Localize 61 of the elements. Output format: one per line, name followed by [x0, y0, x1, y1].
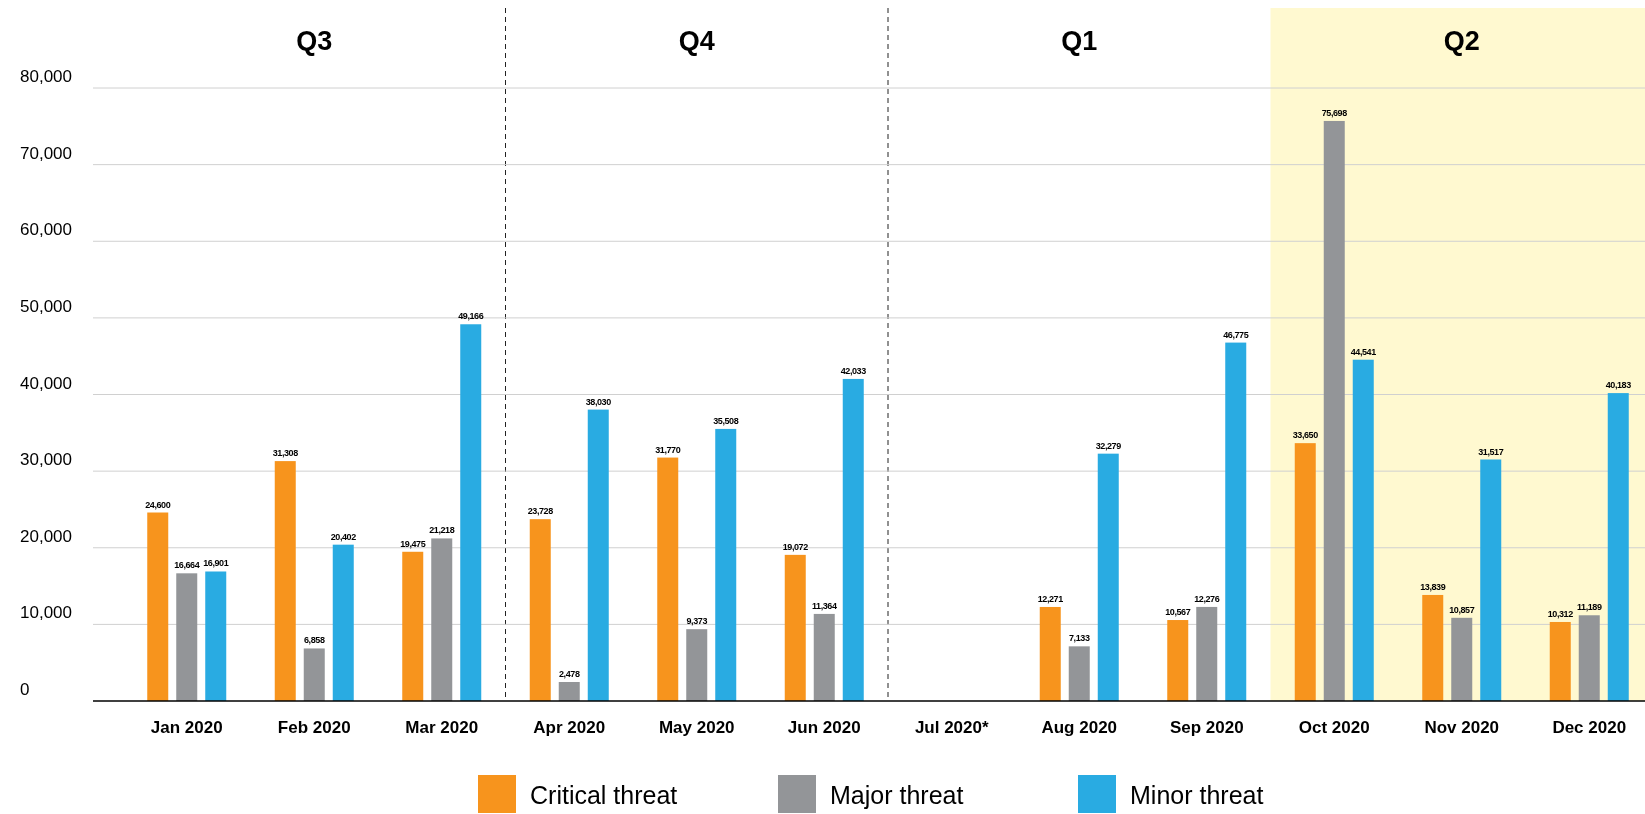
x-tick-label: Aug 2020	[1041, 718, 1118, 737]
data-label: 31,308	[272, 448, 299, 459]
text: Q3	[296, 26, 333, 56]
data-label: 32,279	[1095, 440, 1122, 451]
data-label: 75,698	[1321, 107, 1348, 118]
x-tick-label: Apr 2020	[533, 718, 606, 737]
data-label: 11,364	[811, 600, 837, 611]
data-label: 31,517	[1478, 446, 1504, 457]
band-label: Q2	[1443, 26, 1480, 56]
data-label: 10,312	[1547, 608, 1574, 619]
x-tick-label: Jun 2020	[787, 718, 861, 737]
data-label: 12,271	[1037, 593, 1064, 604]
data-label: 44,541	[1350, 346, 1377, 357]
x-tick-label: Feb 2020	[277, 718, 351, 737]
data-label: 38,030	[585, 396, 612, 407]
data-label: 35,508	[713, 415, 739, 426]
y-tick-label: 50,000	[20, 296, 72, 316]
y-tick-label: 20,000	[20, 526, 72, 546]
data-label: 9,373	[686, 616, 708, 627]
x-tick-label: Oct 2020	[1298, 718, 1370, 737]
y-tick-label: 30,000	[20, 450, 72, 470]
y-tick-label: 10,000	[20, 603, 72, 623]
data-label: 33,650	[1292, 430, 1319, 441]
data-label: 12,276	[1194, 593, 1220, 604]
x-tick-label: Sep 2020	[1169, 718, 1244, 737]
text: Q1	[1061, 26, 1098, 56]
x-tick-label: Jul 2020*	[914, 718, 989, 737]
data-label: 49,166	[458, 311, 484, 322]
data-label: 23,728	[527, 506, 554, 517]
x-tick-label: Nov 2020	[1424, 718, 1500, 737]
y-tick-label: 70,000	[20, 143, 72, 163]
x-tick-label: Dec 2020	[1552, 718, 1627, 737]
y-tick-label: 80,000	[20, 67, 72, 86]
data-label: 2,478	[558, 669, 580, 680]
x-tick-label: Mar 2020	[405, 718, 479, 737]
data-label: 11,189	[1576, 602, 1602, 613]
y-tick-label: 40,000	[20, 373, 72, 393]
x-tick-label: Jan 2020	[150, 718, 223, 737]
data-label: 46,775	[1223, 329, 1249, 340]
data-label: 19,475	[400, 538, 426, 549]
data-label: 24,600	[145, 499, 171, 510]
data-label: 7,133	[1068, 633, 1090, 644]
data-label: 6,858	[303, 635, 325, 646]
data-label: 13,839	[1420, 581, 1446, 592]
y-tick-label: 0	[20, 680, 30, 699]
legend-label: Major threat	[830, 781, 964, 809]
data-label: 40,183	[1605, 380, 1632, 391]
data-label: 10,567	[1165, 607, 1191, 618]
x-tick-label: May 2020	[658, 718, 735, 737]
text: Q4	[678, 26, 715, 56]
y-tick-label: 60,000	[20, 220, 72, 240]
data-label: 16,664	[174, 560, 200, 571]
data-label: 16,901	[203, 558, 229, 569]
data-label: 31,770	[655, 444, 681, 455]
data-label: 20,402	[330, 531, 357, 542]
data-label: 19,072	[782, 541, 809, 552]
data-label: 42,033	[840, 365, 867, 376]
legend-label: Critical threat	[530, 781, 678, 809]
data-label: 21,218	[429, 525, 455, 536]
data-label: 10,857	[1449, 604, 1475, 615]
legend-label: Minor threat	[1130, 781, 1264, 809]
